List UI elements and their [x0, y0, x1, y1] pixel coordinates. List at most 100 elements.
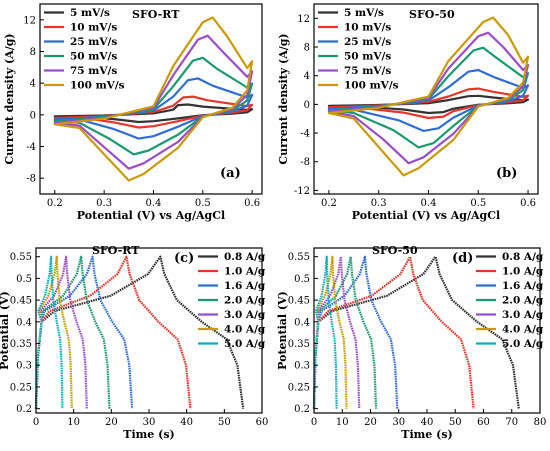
legend: 0.8 A/g 1.0 A/g 1.6 A/g 2.0 A/g 3.0 A/g 4.0 A…: [198, 251, 266, 350]
y-tick-label: 8: [30, 47, 36, 58]
x-tick-label: 0.3: [96, 198, 112, 209]
legend-entry: 1.0 A/g: [502, 266, 544, 278]
x-tick-label: 0.5: [470, 198, 486, 209]
x-tick-label: 80: [534, 417, 547, 428]
legend-entry: 1.6 A/g: [502, 280, 544, 292]
y-tick-label: -8: [26, 174, 36, 185]
y-tick-label: 0.3: [294, 361, 310, 372]
plot-frame: [39, 3, 263, 195]
legend-entry: 1.0 A/g: [224, 266, 266, 278]
y-tick-label: 0: [30, 110, 36, 121]
plot-frame: [313, 3, 539, 195]
legend-entry: 100 mV/s: [70, 80, 125, 92]
series-line: [327, 87, 530, 120]
legend-entry: 75 mV/s: [344, 65, 391, 77]
y-tick-label: 0.45: [10, 296, 32, 307]
x-tick-label: 0.2: [321, 198, 337, 209]
series-line: [53, 95, 254, 129]
series-line: [327, 94, 530, 115]
panel-title: SFO-RT: [132, 8, 180, 21]
panel-title: SFO-50: [372, 244, 418, 257]
y-tick-label: 0: [304, 100, 310, 111]
x-tick-label: 60: [477, 417, 490, 428]
x-tick-label: 10: [67, 417, 80, 428]
legend-entry: 1.6 A/g: [224, 280, 266, 292]
y-tick-label: 0.2: [294, 404, 310, 415]
x-tick-label: 0.2: [47, 198, 63, 209]
y-tick-label: 4: [30, 79, 36, 90]
x-axis-label: Time (s): [401, 428, 452, 441]
y-tick-label: 8: [304, 43, 310, 54]
x-tick-label: 10: [336, 417, 349, 428]
x-axis-label: Time (s): [123, 428, 174, 441]
panel-label: (c): [174, 251, 194, 266]
plot-curves: [34, 255, 245, 409]
y-tick-label: -12: [294, 186, 310, 197]
series-line: [53, 34, 254, 170]
x-tick-label: 0.6: [244, 198, 260, 209]
legend: 5 mV/s 10 mV/s 25 mV/s 50 mV/s 75 mV/s 100 mV…: [318, 7, 399, 92]
y-tick-label: 0.4: [16, 317, 32, 328]
legend-entry: 5.0 A/g: [224, 338, 266, 350]
x-tick-label: 30: [392, 417, 405, 428]
series-line: [34, 255, 73, 409]
y-axis-label: Current density (A/g): [277, 33, 290, 164]
legend-entry: 0.8 A/g: [502, 251, 544, 263]
y-tick-label: 0.35: [288, 339, 310, 350]
series-line: [312, 255, 338, 409]
panel-label: (b): [496, 166, 517, 181]
plot-curves: [327, 16, 530, 177]
y-tick-label: 0.3: [16, 361, 32, 372]
legend-entry: 4.0 A/g: [502, 324, 544, 336]
x-axis-label: Potential (V) vs Ag/AgCl: [77, 209, 225, 222]
y-tick-label: -4: [26, 142, 36, 153]
legend-entry: 3.0 A/g: [502, 309, 544, 321]
x-tick-label: 0: [311, 417, 317, 428]
y-axis-label: Potential (V): [0, 291, 11, 370]
chart-panel-2: 0.2 0.3 0.4 0.5 0.6 -12 -8 -4 0 4 8 12 Potential (V)…: [277, 3, 539, 222]
legend: 0.8 A/g 1.0 A/g 1.6 A/g 2.0 A/g 3.0 A/g 4.0 A…: [476, 251, 544, 350]
series-line: [34, 255, 64, 409]
legend-entry: 5.0 A/g: [502, 338, 544, 350]
series-line: [327, 46, 530, 149]
y-tick-label: 0.55: [10, 252, 32, 263]
panel-title: SFO-RT: [92, 244, 140, 257]
chart-panel-3: 0 10 20 30 40 50 60 0.2 0.25 0.3 0.35 0.4 0.45 0.5 0.5…: [0, 244, 268, 441]
x-tick-label: 0.5: [195, 198, 211, 209]
legend-entry: 25 mV/s: [70, 36, 117, 48]
panel-title: SFO-50: [409, 8, 455, 21]
legend-entry: 10 mV/s: [344, 22, 391, 34]
legend-entry: 3.0 A/g: [224, 309, 266, 321]
x-tick-label: 30: [143, 417, 156, 428]
y-axis-label: Potential (V): [276, 291, 289, 370]
y-axis-label: Current density (A/g): [3, 33, 16, 164]
y-tick-label: 12: [23, 15, 36, 26]
series-line: [53, 56, 254, 156]
legend-entry: 5 mV/s: [344, 7, 384, 19]
panel-label: (a): [220, 166, 241, 181]
y-tick-label: 0.25: [10, 382, 32, 393]
x-tick-label: 0.4: [421, 198, 437, 209]
series-line: [53, 103, 254, 124]
y-tick-label: 0.25: [288, 382, 310, 393]
x-tick-label: 60: [256, 417, 269, 428]
x-tick-label: 50: [218, 417, 231, 428]
y-tick-label: 0.45: [288, 296, 310, 307]
chart-panel-1: 0.2 0.3 0.4 0.5 0.6 -8 -4 0 4 8 12 Potential (V) vs…: [3, 3, 263, 222]
x-tick-label: 0: [33, 417, 39, 428]
legend-entry: 50 mV/s: [344, 51, 391, 63]
y-tick-label: 12: [297, 14, 310, 25]
x-tick-label: 0.4: [146, 198, 162, 209]
legend-entry: 5 mV/s: [70, 7, 110, 19]
y-tick-label: 4: [304, 71, 310, 82]
y-tick-label: 0.4: [294, 317, 310, 328]
series-line: [312, 255, 520, 409]
series-line: [312, 255, 475, 409]
y-tick-label: 0.35: [10, 339, 32, 350]
plot-curves: [312, 255, 520, 409]
x-tick-label: 0.6: [520, 198, 536, 209]
series-line: [53, 77, 254, 140]
legend-entry: 75 mV/s: [70, 65, 117, 77]
legend-entry: 100 mV/s: [344, 80, 399, 92]
